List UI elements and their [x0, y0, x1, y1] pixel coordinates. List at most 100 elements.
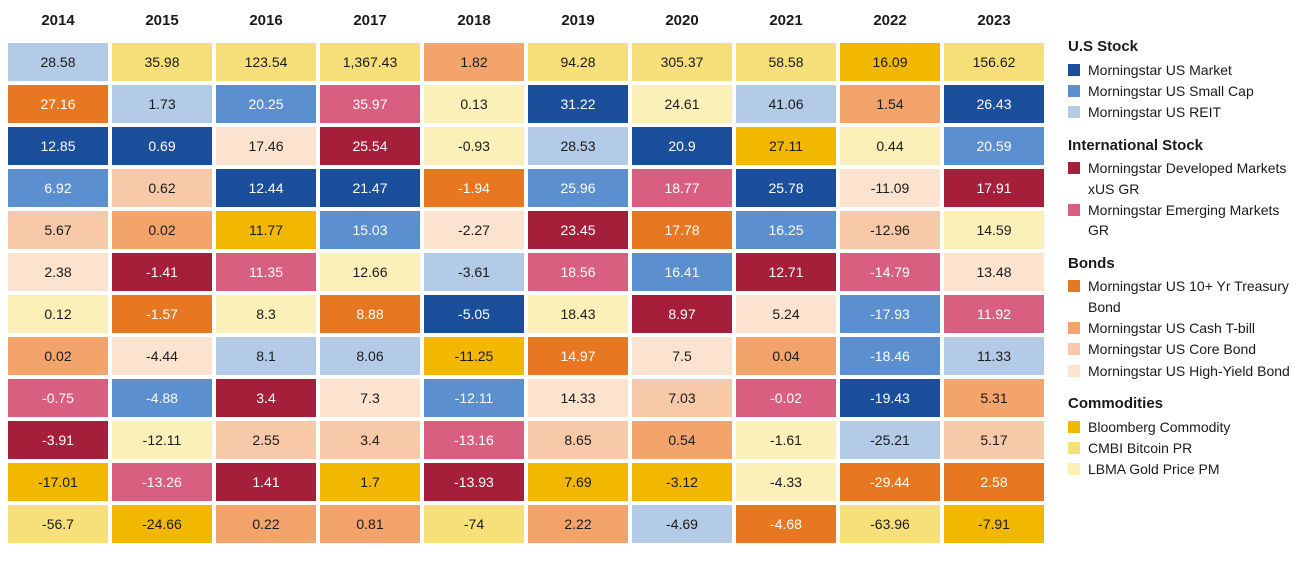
quilt-cell: 7.3 — [320, 379, 420, 417]
quilt-cell: 3.4 — [216, 379, 316, 417]
quilt-cell: -63.96 — [840, 505, 940, 543]
quilt-row: 28.5835.98123.541,367.431.8294.28305.375… — [8, 43, 1044, 81]
quilt-cell: -13.26 — [112, 463, 212, 501]
quilt-cell: 5.24 — [736, 295, 836, 333]
quilt-cell: 17.46 — [216, 127, 316, 165]
quilt-cell: 17.91 — [944, 169, 1044, 207]
quilt-cell: -29.44 — [840, 463, 940, 501]
quilt-cell: -3.61 — [424, 253, 524, 291]
quilt-cell: 1.82 — [424, 43, 524, 81]
quilt-row: 0.02-4.448.18.06-11.2514.977.50.04-18.46… — [8, 337, 1044, 375]
quilt-cell: 31.22 — [528, 85, 628, 123]
quilt-cell: 2.55 — [216, 421, 316, 459]
year-header: 2021 — [736, 8, 836, 37]
legend-item: Morningstar US 10+ Yr Treasury Bond — [1068, 276, 1303, 317]
quilt-cell: 17.78 — [632, 211, 732, 249]
quilt-cell: -0.75 — [8, 379, 108, 417]
legend-swatch — [1068, 442, 1080, 454]
quilt-cell: -4.69 — [632, 505, 732, 543]
legend-swatch — [1068, 106, 1080, 118]
quilt-cell: 8.06 — [320, 337, 420, 375]
quilt-cell: -5.05 — [424, 295, 524, 333]
quilt-row: 6.920.6212.4421.47-1.9425.9618.7725.78-1… — [8, 169, 1044, 207]
legend-label: Bloomberg Commodity — [1088, 417, 1303, 437]
quilt-cell: 0.13 — [424, 85, 524, 123]
legend-label: Morningstar US Core Bond — [1088, 339, 1303, 359]
legend-label: Morningstar Developed Markets xUS GR — [1088, 158, 1303, 199]
quilt-cell: 35.97 — [320, 85, 420, 123]
quilt-cell: 8.88 — [320, 295, 420, 333]
quilt-row: -3.91-12.112.553.4-13.168.650.54-1.61-25… — [8, 421, 1044, 459]
quilt-cell: 27.11 — [736, 127, 836, 165]
quilt-cell: 58.58 — [736, 43, 836, 81]
quilt-cell: 20.25 — [216, 85, 316, 123]
quilt-cell: 12.44 — [216, 169, 316, 207]
legend-item: Morningstar US Core Bond — [1068, 339, 1303, 359]
quilt-cell: 2.22 — [528, 505, 628, 543]
quilt-cell: 94.28 — [528, 43, 628, 81]
quilt-cell: -0.02 — [736, 379, 836, 417]
quilt-cell: 16.41 — [632, 253, 732, 291]
quilt-cell: 8.65 — [528, 421, 628, 459]
quilt-cell: 12.85 — [8, 127, 108, 165]
quilt-cell: 7.03 — [632, 379, 732, 417]
quilt-cell: 18.56 — [528, 253, 628, 291]
quilt-cell: 14.59 — [944, 211, 1044, 249]
quilt-cell: -11.09 — [840, 169, 940, 207]
legend-item: LBMA Gold Price PM — [1068, 459, 1303, 479]
legend-swatch — [1068, 343, 1080, 355]
quilt-cell: -12.11 — [112, 421, 212, 459]
year-header: 2018 — [424, 8, 524, 37]
quilt-cell: 8.97 — [632, 295, 732, 333]
quilt-cell: 8.1 — [216, 337, 316, 375]
legend-label: Morningstar US 10+ Yr Treasury Bond — [1088, 276, 1303, 317]
quilt-cell: 25.54 — [320, 127, 420, 165]
quilt-table: 2014201520162017201820192020202120222023… — [8, 8, 1044, 547]
legend-item: Morningstar US High-Yield Bond — [1068, 361, 1303, 381]
quilt-cell: -1.94 — [424, 169, 524, 207]
quilt-cell: 21.47 — [320, 169, 420, 207]
quilt-cell: 1,367.43 — [320, 43, 420, 81]
quilt-cell: 15.03 — [320, 211, 420, 249]
quilt-cell: 7.69 — [528, 463, 628, 501]
quilt-cell: 2.38 — [8, 253, 108, 291]
quilt-cell: -11.25 — [424, 337, 524, 375]
legend-heading: Bonds — [1068, 253, 1303, 275]
legend-heading: International Stock — [1068, 135, 1303, 157]
legend-item: Morningstar US REIT — [1068, 102, 1303, 122]
quilt-cell: -19.43 — [840, 379, 940, 417]
quilt-cell: -3.91 — [8, 421, 108, 459]
quilt-cell: -4.68 — [736, 505, 836, 543]
quilt-cell: 11.92 — [944, 295, 1044, 333]
quilt-row: -17.01-13.261.411.7-13.937.69-3.12-4.33-… — [8, 463, 1044, 501]
quilt-cell: 1.73 — [112, 85, 212, 123]
year-header: 2019 — [528, 8, 628, 37]
legend-item: Morningstar US Small Cap — [1068, 81, 1303, 101]
legend-swatch — [1068, 365, 1080, 377]
quilt-cell: 0.02 — [8, 337, 108, 375]
quilt-cell: 8.3 — [216, 295, 316, 333]
quilt-cell: 1.7 — [320, 463, 420, 501]
quilt-row: 2.38-1.4111.3512.66-3.6118.5616.4112.71-… — [8, 253, 1044, 291]
quilt-cell: 23.45 — [528, 211, 628, 249]
year-header-row: 2014201520162017201820192020202120222023 — [8, 8, 1044, 37]
quilt-cell: 11.77 — [216, 211, 316, 249]
quilt-cell: 5.67 — [8, 211, 108, 249]
quilt-cell: 20.9 — [632, 127, 732, 165]
year-header: 2014 — [8, 8, 108, 37]
legend-swatch — [1068, 204, 1080, 216]
quilt-cell: -0.93 — [424, 127, 524, 165]
quilt-cell: 156.62 — [944, 43, 1044, 81]
quilt-cell: 25.78 — [736, 169, 836, 207]
quilt-cell: 16.25 — [736, 211, 836, 249]
quilt-cell: -12.96 — [840, 211, 940, 249]
quilt-grid: 28.5835.98123.541,367.431.8294.28305.375… — [8, 43, 1044, 543]
legend-swatch — [1068, 421, 1080, 433]
quilt-cell: 0.81 — [320, 505, 420, 543]
quilt-cell: 305.37 — [632, 43, 732, 81]
year-header: 2022 — [840, 8, 940, 37]
year-header: 2017 — [320, 8, 420, 37]
quilt-cell: 0.69 — [112, 127, 212, 165]
quilt-row: 0.12-1.578.38.88-5.0518.438.975.24-17.93… — [8, 295, 1044, 333]
quilt-row: -0.75-4.883.47.3-12.1114.337.03-0.02-19.… — [8, 379, 1044, 417]
